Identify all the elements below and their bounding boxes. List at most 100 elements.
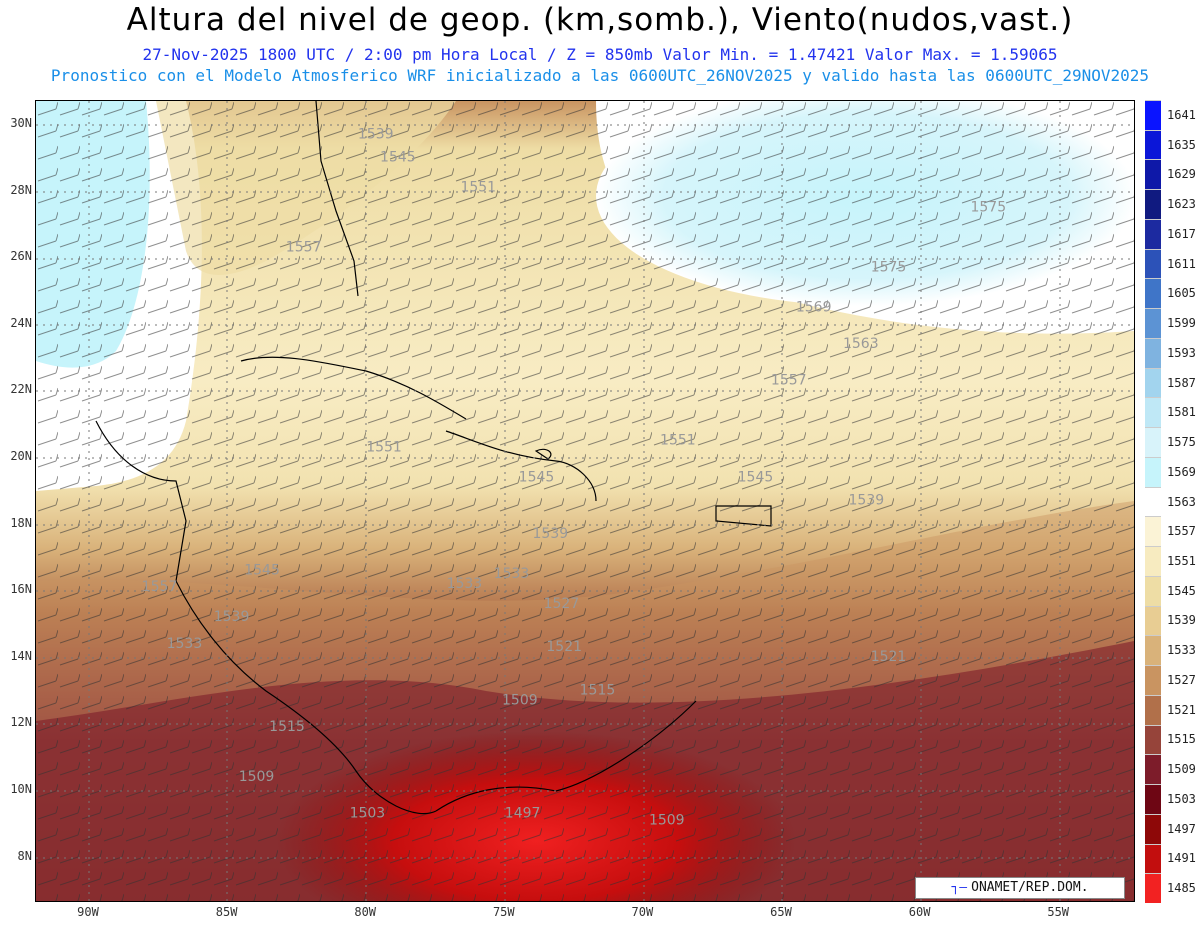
colorbar-label: 1623 [1167, 197, 1196, 212]
colorbar-swatch [1145, 665, 1161, 695]
colorbar-swatch [1145, 189, 1161, 219]
colorbar-label: 1485 [1167, 881, 1196, 896]
colorbar-swatch [1145, 694, 1161, 725]
colorbar-label: 1557 [1167, 524, 1196, 539]
wind-barbs [36, 101, 1134, 901]
colorbar-swatch [1145, 843, 1161, 874]
lon-tick-label: 65W [770, 905, 792, 919]
contour-value-label: 1563 [843, 336, 879, 352]
contour-value-label: 1503 [350, 806, 386, 822]
colorbar-swatch [1145, 427, 1161, 457]
lat-tick-label: 10N [10, 782, 32, 796]
lon-tick-label: 70W [631, 905, 654, 919]
colorbar-swatch [1145, 724, 1161, 755]
contour-value-label: 1545 [244, 563, 280, 579]
contour-value-label: 1545 [519, 469, 555, 485]
contour-value-label: 1551 [366, 439, 402, 455]
contour-value-label: 1521 [546, 639, 582, 655]
lat-tick-label: 14N [10, 648, 32, 663]
colorbar-swatch [1145, 813, 1161, 844]
lon-tick-label: 55W [1047, 905, 1070, 919]
colorbar-swatch [1145, 873, 1161, 903]
contour-value-label: 1545 [738, 469, 774, 485]
contour-value-label: 1515 [580, 682, 616, 698]
colorbar-swatch [1145, 308, 1161, 338]
contour-value-label: 1557 [771, 373, 807, 389]
contour-value-label: 1533 [447, 576, 483, 592]
contour-value-label: 1527 [544, 596, 580, 612]
colorbar-label: 1575 [1167, 435, 1196, 450]
contour-value-label: 1515 [269, 719, 305, 735]
colorbar-swatch [1145, 575, 1161, 606]
contour-value-label: 1521 [871, 649, 907, 665]
colorbar-swatch [1145, 159, 1161, 190]
lon-tick-label: 60W [908, 905, 931, 919]
map-title: Altura del nivel de geop. (km,somb.), Vi… [126, 2, 1074, 38]
contour-value-label: 1551 [460, 180, 496, 196]
contour-labels: 1539 1545 1551 1557 1551 1545 1539 1533 1527 1521… [142, 126, 1006, 828]
contour-value-label: 1539 [533, 526, 569, 542]
contour-value-label: 1539 [358, 126, 394, 142]
contour-value-label: 1569 [796, 299, 832, 315]
contour-value-label: 1533 [494, 566, 530, 582]
colorbar-label: 1617 [1167, 226, 1196, 241]
colorbar-label: 1587 [1167, 375, 1196, 390]
colorbar-swatch [1145, 486, 1161, 517]
map-subtitle: 27-Nov-2025 1800 UTC / 2:00 pm Hora Loca… [142, 45, 1058, 64]
colorbar-label: 1527 [1167, 672, 1196, 687]
contour-value-label: 1539 [849, 493, 885, 509]
lat-tick-label: 20N [10, 449, 32, 463]
contour-value-label: 1509 [649, 812, 685, 828]
colorbar-label: 1593 [1167, 345, 1196, 360]
colorbar-label: 1605 [1167, 286, 1196, 301]
contour-value-label: 1509 [239, 769, 275, 785]
colorbar-swatch [1145, 100, 1161, 130]
colorbar-label: 1581 [1167, 405, 1196, 420]
lat-tick-label: 22N [10, 382, 32, 397]
colorbar-swatch [1145, 397, 1161, 428]
colorbar-label: 1497 [1167, 821, 1196, 836]
lon-tick-label: 80W [354, 905, 377, 919]
colorbar-label: 1533 [1167, 643, 1196, 658]
wind-barb-legend-icon: ┐— [951, 880, 968, 895]
colorbar-swatch [1145, 278, 1161, 309]
colorbar-label: 1539 [1167, 613, 1196, 628]
lat-tick-label: 16N [10, 582, 32, 597]
colorbar-label: 1629 [1167, 167, 1196, 182]
colorbar-label: 1503 [1167, 791, 1196, 806]
lat-tick-label: 12N [10, 715, 32, 730]
coastlines [95, 101, 772, 815]
colorbar-label: 1563 [1167, 494, 1196, 509]
colorbar-label: 1611 [1167, 256, 1196, 271]
graticule [36, 101, 1134, 901]
colorbar-swatch [1145, 367, 1161, 398]
forecast-info: Pronostico con el Modelo Atmosferico WRF… [50, 66, 1150, 85]
colorbar-label: 1545 [1167, 583, 1196, 598]
lat-tick-label: 8N [17, 848, 32, 863]
colorbar-swatch [1145, 248, 1161, 279]
colorbar-label: 1509 [1167, 762, 1196, 777]
map-canvas: 1539 1545 1551 1557 1551 1545 1539 1533 1527 1521… [36, 101, 1134, 901]
colorbar-label: 1491 [1167, 851, 1196, 866]
contour-value-label: 1509 [502, 692, 538, 708]
contour-value-label: 1557 [286, 240, 322, 256]
lat-tick-label: 28N [10, 182, 32, 197]
contour-value-label: 1497 [505, 806, 541, 822]
contour-value-label: 1575 [970, 200, 1006, 216]
colorbar-swatch [1145, 605, 1161, 636]
lat-tick-label: 18N [10, 515, 32, 530]
colorbar-swatch [1145, 516, 1161, 547]
colorbar-label: 1551 [1167, 553, 1196, 568]
colorbar-swatch [1145, 129, 1161, 160]
colorbar-label: 1521 [1167, 702, 1196, 717]
colorbar-label: 1641 [1167, 107, 1196, 122]
lat-tick-label: 30N [10, 116, 32, 130]
lon-tick-label: 85W [215, 905, 238, 919]
colorbar-label: 1515 [1167, 732, 1196, 747]
colorbar-swatch [1145, 754, 1161, 785]
lat-tick-label: 26N [10, 249, 32, 264]
contour-value-label: 1533 [167, 636, 203, 652]
contour-value-label: 1539 [214, 609, 250, 625]
colorbar [1145, 100, 1161, 903]
lon-tick-label: 90W [77, 905, 99, 919]
